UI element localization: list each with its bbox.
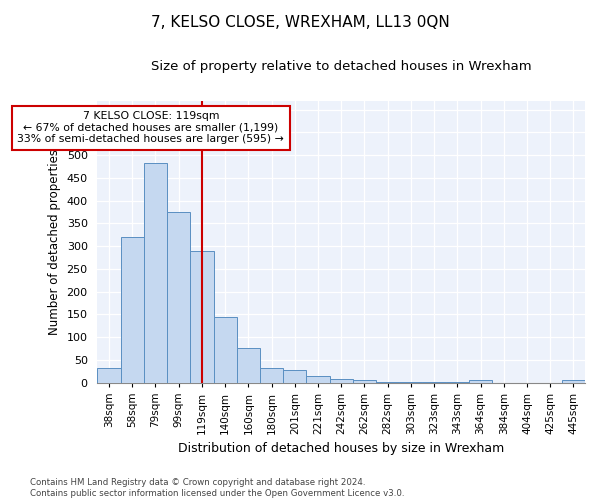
- X-axis label: Distribution of detached houses by size in Wrexham: Distribution of detached houses by size …: [178, 442, 505, 455]
- Bar: [353, 380, 376, 382]
- Bar: [283, 370, 307, 382]
- Bar: [469, 380, 492, 382]
- Bar: [190, 250, 214, 382]
- Bar: [121, 237, 144, 382]
- Bar: [144, 163, 167, 382]
- Text: 7 KELSO CLOSE: 119sqm
← 67% of detached houses are smaller (1,199)
33% of semi-d: 7 KELSO CLOSE: 119sqm ← 67% of detached …: [17, 111, 284, 144]
- Bar: [237, 348, 260, 382]
- Bar: [260, 368, 283, 382]
- Title: Size of property relative to detached houses in Wrexham: Size of property relative to detached ho…: [151, 60, 532, 73]
- Bar: [167, 212, 190, 382]
- Text: Contains HM Land Registry data © Crown copyright and database right 2024.
Contai: Contains HM Land Registry data © Crown c…: [30, 478, 404, 498]
- Bar: [97, 368, 121, 382]
- Bar: [562, 380, 585, 382]
- Bar: [214, 318, 237, 382]
- Text: 7, KELSO CLOSE, WREXHAM, LL13 0QN: 7, KELSO CLOSE, WREXHAM, LL13 0QN: [151, 15, 449, 30]
- Bar: [307, 376, 329, 382]
- Bar: [329, 379, 353, 382]
- Y-axis label: Number of detached properties: Number of detached properties: [48, 148, 61, 334]
